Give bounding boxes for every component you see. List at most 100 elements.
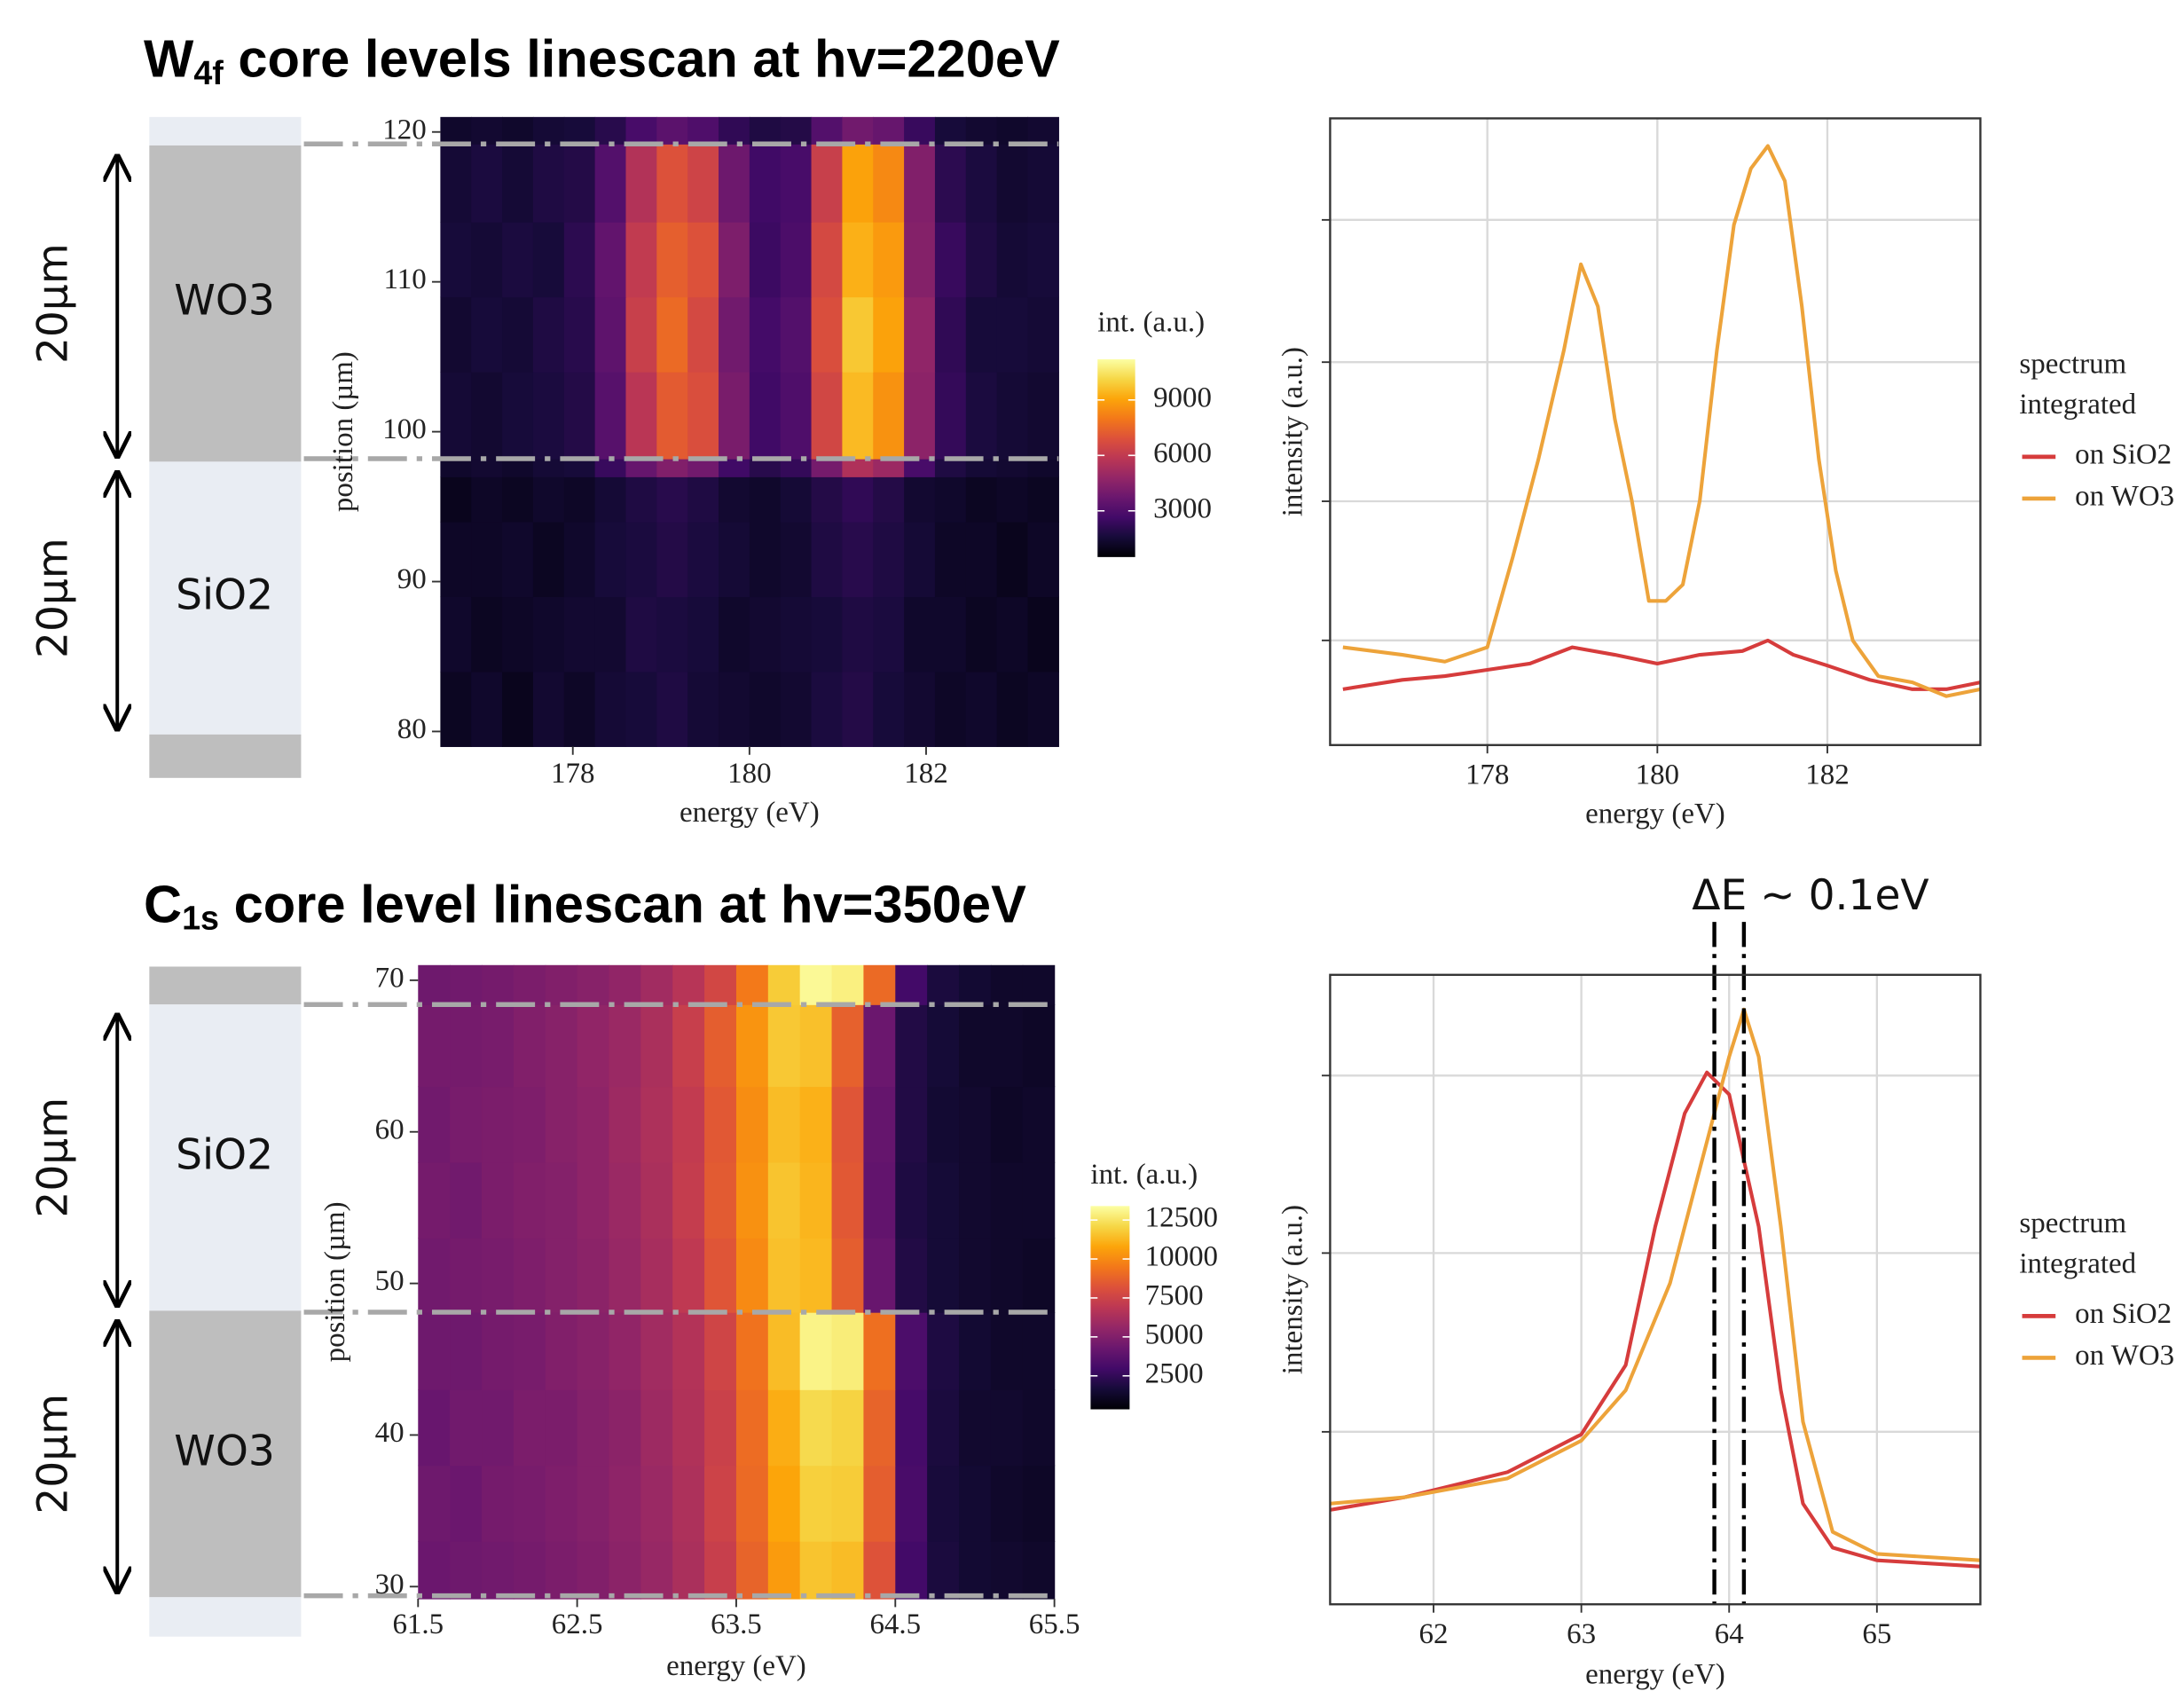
heat-cell [934, 222, 967, 298]
heat-cell [927, 1465, 960, 1542]
heat-cell [863, 1465, 896, 1542]
heat-cell [719, 116, 750, 145]
heat-cell [672, 1541, 705, 1600]
heat-cell [609, 1086, 641, 1163]
title-part: 4f [193, 54, 224, 91]
title-part: 1s [182, 900, 219, 937]
heat-cell [640, 964, 673, 1005]
heat-cell [990, 1004, 1024, 1088]
heat-cell [471, 476, 503, 523]
x-axis-label: energy (eV) [1585, 798, 1725, 830]
heat-cell [625, 521, 657, 598]
heat-cell [811, 116, 844, 145]
y-tick-label: 110 [383, 264, 426, 295]
heat-cell [594, 222, 627, 298]
heat-cell [749, 296, 782, 373]
heat-cell [532, 476, 565, 523]
heat-cell [767, 1161, 801, 1239]
x-tick-label: 178 [1465, 759, 1509, 791]
heat-cell [563, 476, 596, 523]
annotation: ΔE ~ 0.1eV [1692, 871, 1929, 920]
heat-cell [482, 1238, 515, 1313]
heat-cell [672, 1238, 705, 1313]
heat-cell [811, 521, 844, 598]
heat-cell [842, 116, 874, 145]
heat-cell [799, 1541, 833, 1600]
heat-cell [577, 1465, 610, 1542]
heat-cell [609, 1004, 641, 1088]
x-tick-label: 65 [1862, 1618, 1891, 1650]
title-part: W [144, 28, 194, 88]
heat-cell [704, 964, 737, 1005]
heat-cell [780, 144, 813, 223]
heat-cell [719, 596, 750, 673]
colorbar [1097, 358, 1135, 557]
x-tick-label: 65.5 [1029, 1609, 1080, 1640]
x-tick-label: 63.5 [711, 1609, 762, 1640]
heat-cell [904, 671, 936, 747]
heat-cell [545, 1004, 578, 1088]
x-tick-label: 61.5 [392, 1609, 444, 1640]
heat-cell [996, 521, 1029, 598]
layer-label: WO3 [174, 1427, 275, 1475]
heat-cell [532, 296, 565, 373]
x-tick-label: 182 [1805, 759, 1849, 791]
heat-cell [934, 521, 967, 598]
heat-cell [471, 671, 503, 747]
x-tick-label: 178 [551, 758, 594, 790]
heat-cell [594, 144, 627, 223]
heat-cell [687, 459, 719, 477]
heat-cell [996, 459, 1029, 477]
heat-cell [563, 144, 596, 223]
heat-cell [873, 596, 905, 673]
heat-cell [502, 116, 534, 145]
heat-cell [1022, 1465, 1056, 1542]
heat-cell [831, 1541, 865, 1600]
heat-cell [418, 1312, 451, 1390]
heat-cell [418, 964, 451, 1005]
heat-cell [719, 296, 750, 373]
heat-cell [780, 521, 813, 598]
heat-cell [471, 521, 503, 598]
heat-cell [577, 1004, 610, 1088]
plot-frame [1329, 973, 1982, 1606]
legend-title: integrated [2019, 1247, 2136, 1279]
heat-cell [990, 1465, 1024, 1542]
heat-cell [471, 144, 503, 223]
heat-cell [842, 596, 874, 673]
spectrum-line [1342, 638, 1981, 691]
heat-cell [704, 1465, 737, 1542]
heat-cell [965, 476, 998, 523]
colorbar-tick-label: 3000 [1153, 492, 1212, 524]
x-tick-label: 180 [1636, 759, 1679, 791]
heat-cell [440, 671, 472, 747]
heat-cell [502, 372, 534, 460]
colorbar-title: int. (a.u.) [1090, 1159, 1198, 1191]
heat-cell [418, 1004, 451, 1088]
heat-cell [959, 964, 992, 1005]
heat-cell [719, 476, 750, 523]
heat-cell [625, 476, 657, 523]
spectrum-line [1342, 144, 1981, 698]
heat-cell [594, 671, 627, 747]
heat-cell [656, 222, 688, 298]
heat-cell [1022, 1541, 1056, 1600]
heat-cell [842, 296, 874, 373]
heat-cell [563, 296, 596, 373]
heat-cell [418, 1465, 451, 1542]
heat-cell [513, 1238, 546, 1313]
heat-cell [672, 1389, 705, 1467]
heat-cell [965, 296, 998, 373]
heat-cell [1027, 296, 1059, 373]
heat-cell [895, 1541, 928, 1600]
colorbar-tick-label: 6000 [1153, 437, 1212, 469]
heat-cell [863, 1004, 896, 1088]
heat-cell [471, 296, 503, 373]
heat-cell [418, 1389, 451, 1467]
span-label: 20µm [29, 538, 78, 658]
heat-cell [704, 1389, 737, 1467]
heat-cell [563, 222, 596, 298]
heat-cell [927, 1161, 960, 1239]
heat-cell [440, 596, 472, 673]
heat-cell [873, 222, 905, 298]
